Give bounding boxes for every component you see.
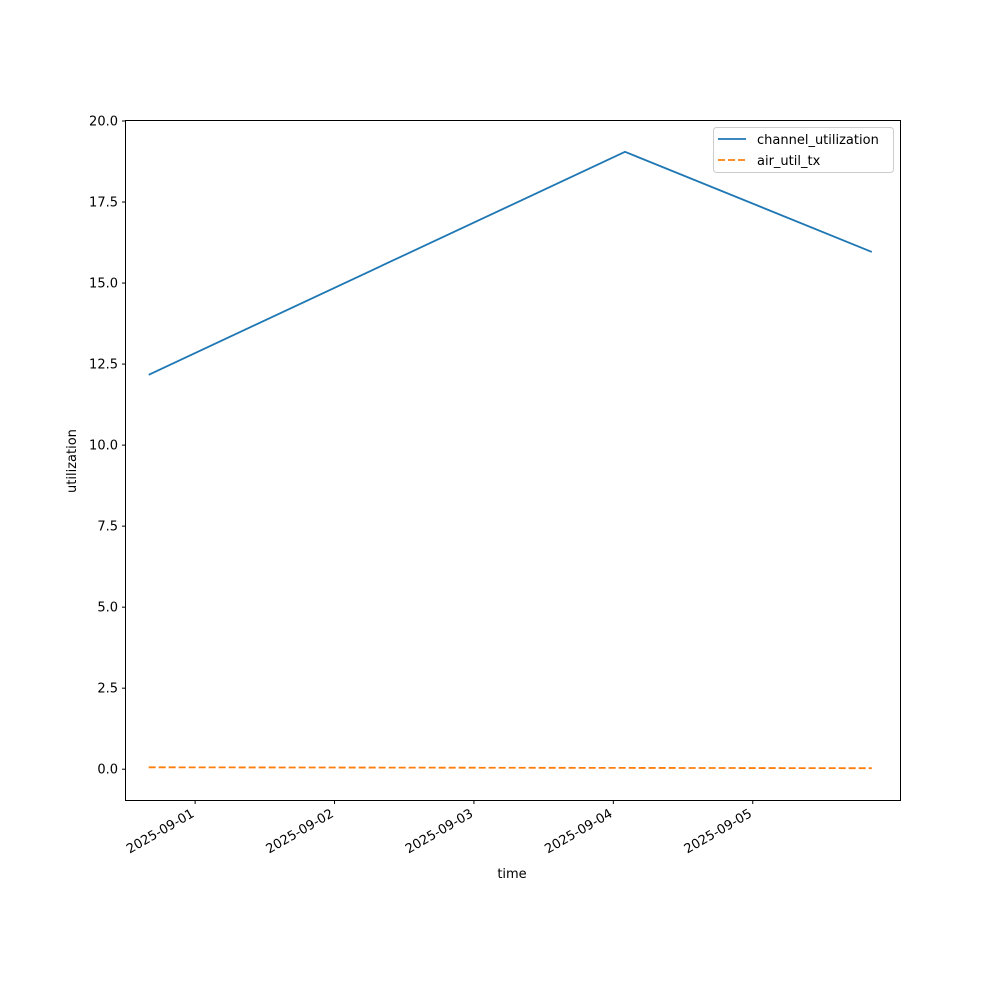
series-line-channel-utilization [148,150,873,376]
legend-label-air-util-tx: air_util_tx [757,154,821,169]
x-axis-label: time [497,867,526,882]
y-tick-label: 5.0 [97,601,118,616]
y-tick-label: 15.0 [89,277,118,292]
y-tick-label: 20.0 [89,115,118,130]
plot-frame [125,120,901,801]
y-axis-ticks: 0.0 2.5 5.0 7.5 10.0 12.5 15.0 17.5 20.0 [89,115,126,778]
series-layer [148,150,873,770]
y-tick-label: 17.5 [89,196,118,211]
y-tick-label: 2.5 [97,682,118,697]
y-tick-label: 7.5 [97,520,118,535]
legend-box [713,127,894,173]
legend: channel_utilization air_util_tx [713,127,894,173]
legend-label-channel-utilization: channel_utilization [757,133,879,148]
y-tick-label: 12.5 [89,358,118,373]
y-axis-label: utilization [65,429,80,493]
y-tick-label: 0.0 [97,763,118,778]
y-tick-label: 10.0 [89,439,118,454]
series-line-air-util-tx [148,766,872,770]
